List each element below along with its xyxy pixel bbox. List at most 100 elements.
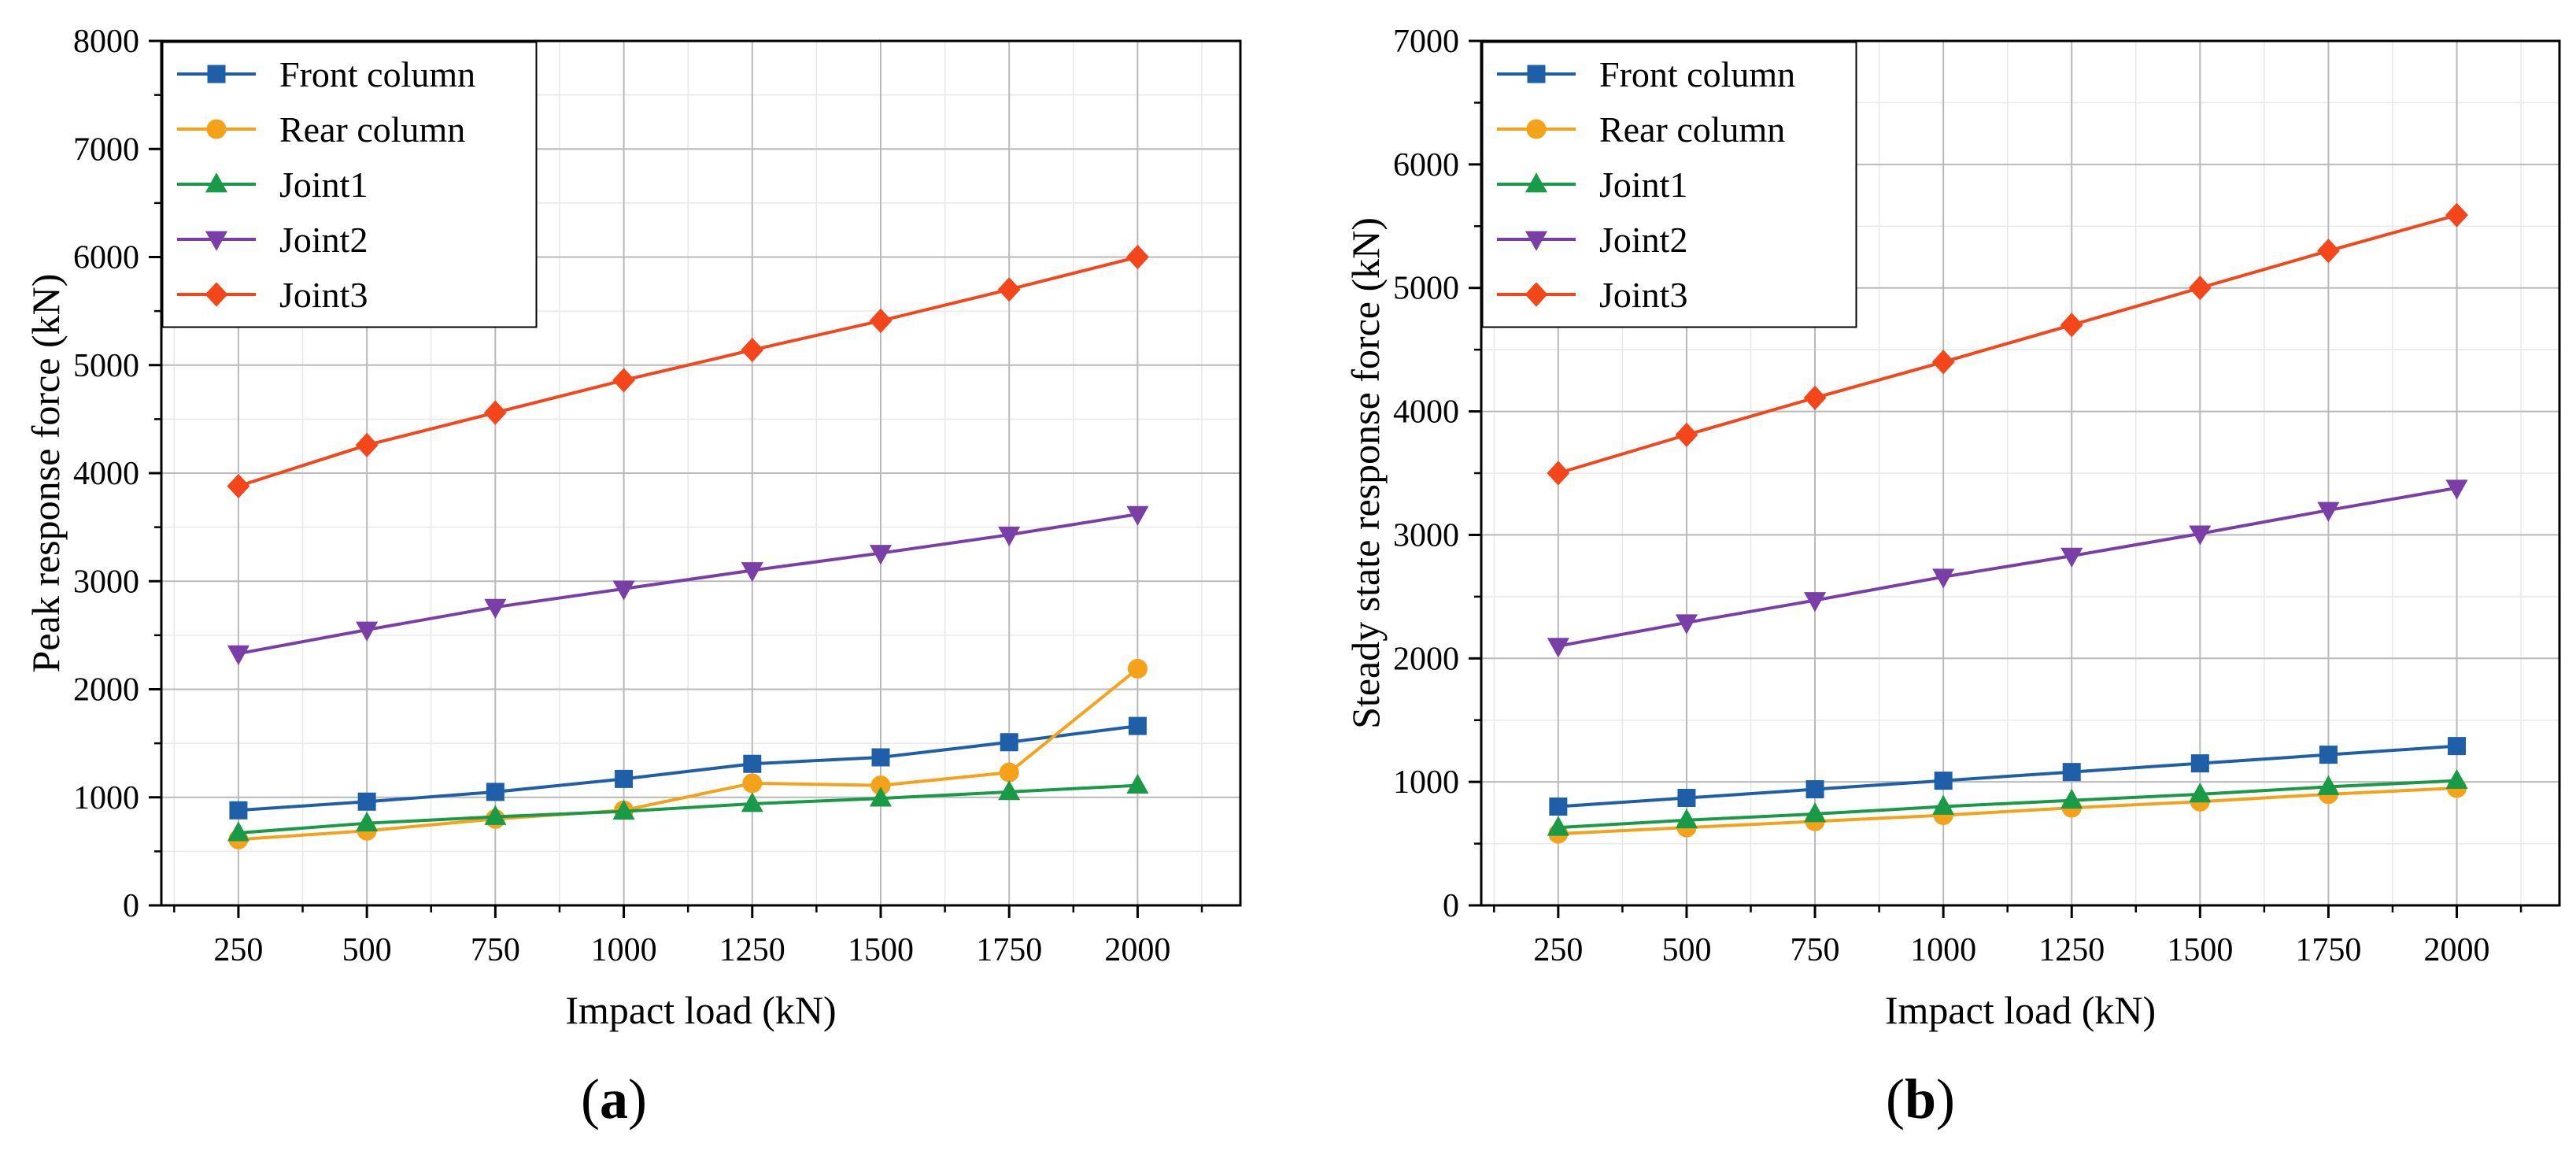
legend-item: Joint2 xyxy=(1497,220,1687,260)
y-tick-label: 3000 xyxy=(1393,517,1459,553)
data-point xyxy=(743,754,762,773)
data-point xyxy=(2448,737,2467,756)
data-point xyxy=(1000,733,1018,752)
y-tick-label: 1000 xyxy=(1393,764,1459,801)
data-point xyxy=(997,277,1021,302)
legend-label: Joint3 xyxy=(279,275,368,315)
legend-item: Joint1 xyxy=(1497,165,1687,205)
legend-label: Front column xyxy=(279,54,475,94)
data-point xyxy=(1932,568,1955,589)
series-front-column xyxy=(229,716,1147,820)
data-point xyxy=(1547,638,1569,658)
series-rear-column xyxy=(228,658,1148,849)
data-point xyxy=(1675,614,1698,635)
legend-label: Rear column xyxy=(1599,109,1785,150)
legend-label: Joint1 xyxy=(279,165,368,205)
data-point xyxy=(483,400,507,425)
data-point xyxy=(227,473,250,499)
series-joint3 xyxy=(227,244,1149,499)
legend-marker xyxy=(205,282,228,307)
data-point xyxy=(1677,789,1696,808)
data-point xyxy=(356,811,379,832)
series-line xyxy=(238,513,1138,656)
legend-marker xyxy=(205,231,228,251)
legend-item: Joint2 xyxy=(177,220,368,260)
data-point xyxy=(1549,798,1568,816)
legend-marker xyxy=(1526,119,1547,139)
y-tick-label: 0 xyxy=(1443,888,1459,924)
legend-label: Joint2 xyxy=(1599,220,1687,260)
series-joint2 xyxy=(1547,479,2468,658)
x-axis: 250 500 750 1000 1250 1500 1750 2000 xyxy=(173,905,1203,968)
data-point xyxy=(1803,385,1827,410)
legend-box xyxy=(161,41,538,328)
data-point xyxy=(2317,775,2340,795)
data-point xyxy=(1126,773,1149,794)
legend-label: Joint2 xyxy=(279,220,368,260)
data-point xyxy=(615,769,634,788)
series-line xyxy=(1558,213,2458,475)
data-point xyxy=(2060,788,2083,809)
legend-item: Front column xyxy=(1497,54,1795,94)
data-point xyxy=(1127,658,1148,679)
data-point xyxy=(2189,783,2212,803)
data-point xyxy=(2319,746,2338,764)
x-tick-label: 1500 xyxy=(2167,932,2233,968)
data-point xyxy=(2189,525,2212,546)
data-point xyxy=(2445,202,2468,228)
y-tick-label: 2000 xyxy=(73,672,139,709)
series-group xyxy=(227,244,1149,849)
legend-item: Joint1 xyxy=(177,165,368,205)
x-tick-label: 1250 xyxy=(2038,932,2105,968)
x-tick-label: 750 xyxy=(471,932,520,968)
series-line xyxy=(1558,786,2457,836)
y-tick-label: 0 xyxy=(123,888,139,924)
x-axis-title: Impact load (kN) xyxy=(1885,988,2156,1032)
data-point xyxy=(2190,754,2209,773)
y-tick-label: 3000 xyxy=(73,564,139,600)
data-point xyxy=(2060,547,2083,568)
legend-item: Rear column xyxy=(1497,109,1785,150)
series-group xyxy=(1547,202,2468,844)
legend-item: Rear column xyxy=(177,109,465,150)
y-axis: 0 1000 2000 3000 4000 5000 6000 7000 8000 xyxy=(73,24,161,924)
x-tick-label: 1500 xyxy=(848,932,914,968)
series-line xyxy=(238,667,1139,842)
legend-marker xyxy=(1527,65,1546,83)
y-tick-label: 4000 xyxy=(1393,394,1459,431)
y-tick-label: 7000 xyxy=(73,131,139,168)
series-joint1 xyxy=(1547,768,2468,836)
x-tick-label: 1250 xyxy=(719,932,785,968)
data-point xyxy=(1932,794,1955,815)
data-point xyxy=(484,598,507,619)
x-tick-label: 1750 xyxy=(2295,932,2361,968)
x-tick-label: 750 xyxy=(1791,932,1840,968)
x-tick-label: 2000 xyxy=(1104,932,1170,968)
y-tick-label: 5000 xyxy=(1393,271,1459,307)
y-tick-label: 1000 xyxy=(73,780,139,816)
y-tick-label: 7000 xyxy=(1393,24,1459,60)
data-point xyxy=(741,337,764,363)
legend-item: Front column xyxy=(177,54,475,94)
legend-marker xyxy=(1525,172,1548,193)
data-point xyxy=(869,545,893,565)
series-line xyxy=(1558,744,2457,809)
series-line xyxy=(1558,486,2457,648)
series-joint1 xyxy=(227,773,1149,842)
legend: Front column Rear column Joint1 Joint2 Joint… xyxy=(1481,41,1857,328)
y-tick-label: 2000 xyxy=(1393,641,1459,677)
panel-label: (b) xyxy=(1886,1068,1955,1131)
data-point xyxy=(1125,244,1149,270)
data-point xyxy=(2317,501,2340,522)
data-point xyxy=(612,580,635,601)
data-point xyxy=(484,805,507,825)
panel-label: (a) xyxy=(581,1068,647,1131)
legend-marker xyxy=(205,172,228,193)
series-line xyxy=(238,255,1138,488)
legend-item: Joint3 xyxy=(1497,275,1687,315)
legend-label: Joint3 xyxy=(1599,275,1687,315)
data-point xyxy=(2188,276,2212,301)
data-point xyxy=(612,368,636,393)
data-point xyxy=(998,780,1021,801)
